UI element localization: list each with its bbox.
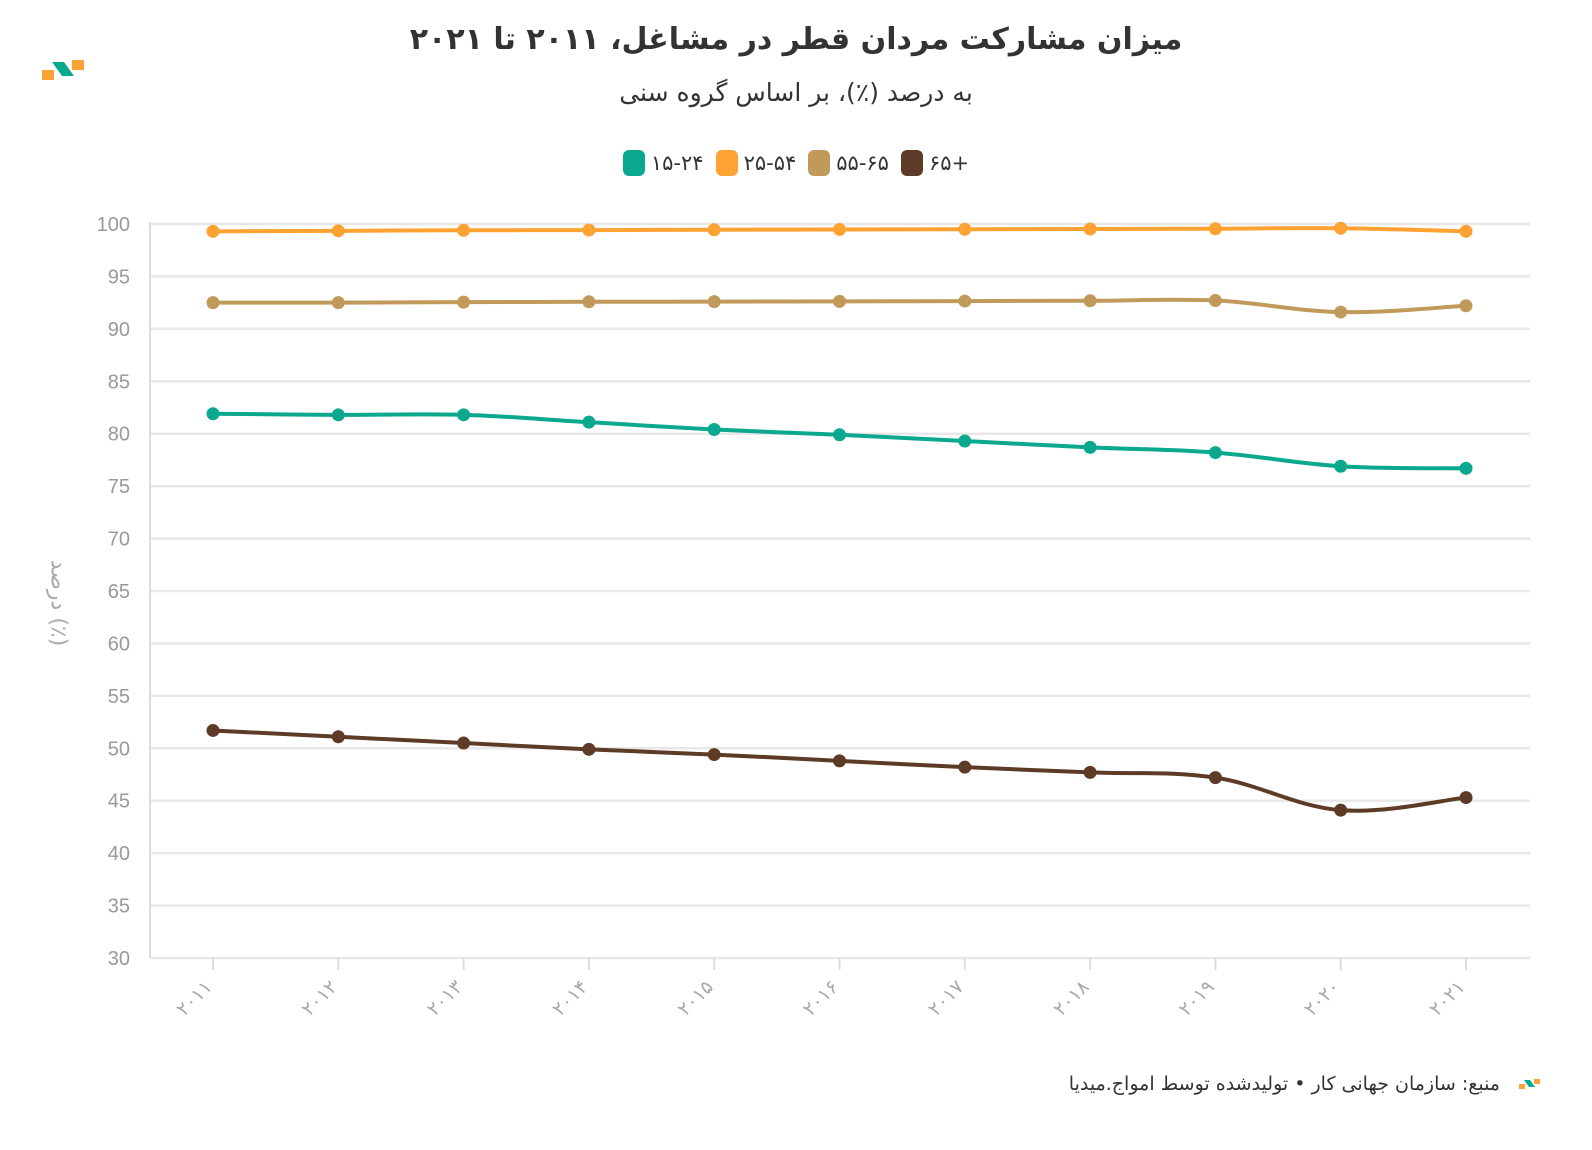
legend-swatch	[900, 150, 923, 176]
chart-subtitle: به درصد (٪)، بر اساس گروه سنی	[619, 78, 973, 107]
legend-item[interactable]: ۶۵+	[900, 150, 970, 176]
data-point	[1208, 771, 1222, 785]
data-point	[707, 748, 721, 762]
data-point	[1334, 459, 1348, 473]
data-point	[958, 294, 972, 308]
data-point	[206, 296, 220, 310]
y-tick-label: 65	[108, 581, 130, 603]
data-point	[331, 224, 345, 238]
y-tick-label: 35	[108, 896, 130, 918]
data-point	[1083, 440, 1097, 454]
data-point	[582, 295, 596, 309]
data-point	[1083, 222, 1097, 236]
data-point	[1208, 294, 1222, 308]
x-tick-label: ۲۰۲۱	[1425, 976, 1469, 1020]
y-tick-label: 90	[108, 319, 130, 341]
x-tick-label: ۲۰۱۸	[1049, 976, 1093, 1020]
data-point	[1459, 299, 1473, 313]
data-point	[582, 223, 596, 237]
y-tick-label: 95	[108, 266, 130, 288]
x-tick-label: ۲۰۱۲	[297, 976, 341, 1020]
data-point	[958, 222, 972, 236]
data-point	[1334, 305, 1348, 319]
data-point	[1208, 446, 1222, 460]
data-point	[206, 407, 220, 421]
data-point	[1459, 791, 1473, 805]
chart-title: میزان مشارکت مردان قطر در مشاغل، ۲۰۱۱ تا…	[409, 22, 1183, 57]
data-point	[457, 408, 471, 422]
data-point	[833, 294, 846, 308]
data-point	[1459, 224, 1473, 238]
data-point	[206, 723, 220, 737]
x-tick-label: ۲۰۱۳	[423, 976, 467, 1020]
x-tick-label: ۲۰۱۹	[1175, 976, 1219, 1020]
data-point	[833, 222, 846, 236]
legend-item[interactable]: ۲۵-۵۴	[715, 150, 797, 176]
legend-item[interactable]: ۵۵-۶۵	[808, 150, 889, 176]
y-tick-label: 50	[108, 738, 130, 760]
legend-swatch	[715, 150, 738, 176]
y-axis-label: درصد (٪)	[45, 559, 71, 647]
amwaj-logo-small-icon	[1519, 1079, 1540, 1089]
data-point	[707, 295, 721, 309]
data-point	[1208, 222, 1222, 236]
data-point	[331, 296, 345, 310]
y-tick-label: 85	[108, 371, 130, 393]
data-point	[582, 742, 596, 756]
data-point	[457, 223, 471, 237]
y-tick-label: 40	[108, 843, 130, 865]
data-point	[833, 428, 846, 442]
x-tick-label: ۲۰۱۱	[172, 976, 216, 1020]
x-tick-label: ۲۰۲۰	[1300, 976, 1344, 1020]
data-point	[1459, 461, 1473, 475]
legend-label: ۱۵-۲۴	[650, 151, 704, 175]
series-line	[211, 728, 1468, 813]
x-tick-label: ۲۰۱۷	[924, 976, 968, 1020]
data-point	[707, 223, 721, 237]
amwaj-logo-icon	[42, 60, 84, 80]
y-tick-label: 80	[108, 424, 130, 446]
y-tick-label: 55	[108, 686, 130, 708]
source-note: منبع: سازمان جهانی کار • تولیدشده توسط ا…	[1068, 1073, 1500, 1095]
data-point	[707, 423, 721, 437]
y-tick-label: 30	[108, 948, 130, 970]
data-point	[457, 295, 471, 309]
data-point	[582, 415, 596, 429]
data-point	[958, 434, 972, 448]
y-tick-label: 70	[108, 529, 130, 551]
data-point	[206, 224, 220, 238]
legend: ۱۵-۲۴ ۲۵-۵۴ ۵۵-۶۵ ۶۵+	[0, 150, 1592, 176]
legend-swatch	[808, 150, 831, 176]
data-point	[833, 754, 846, 768]
y-tick-label: 60	[108, 633, 130, 655]
legend-swatch	[622, 150, 645, 176]
data-point	[331, 730, 345, 744]
data-point	[331, 408, 345, 422]
x-tick-label: ۲۰۱۴	[548, 976, 592, 1020]
y-tick-label: 75	[108, 476, 130, 498]
data-point	[457, 736, 471, 750]
data-point	[1083, 765, 1097, 779]
legend-item[interactable]: ۱۵-۲۴	[622, 150, 704, 176]
y-tick-label: 45	[108, 791, 130, 813]
data-point	[1083, 294, 1097, 308]
legend-label: ۶۵+	[928, 151, 970, 175]
data-point	[1334, 221, 1348, 235]
x-tick-label: ۲۰۱۵	[673, 976, 717, 1020]
legend-label: ۲۵-۵۴	[743, 151, 797, 175]
data-point	[958, 760, 972, 774]
x-tick-label: ۲۰۱۶	[799, 976, 843, 1020]
y-tick-label: 100	[97, 214, 130, 236]
data-point	[1334, 803, 1348, 817]
legend-label: ۵۵-۶۵	[836, 151, 889, 175]
